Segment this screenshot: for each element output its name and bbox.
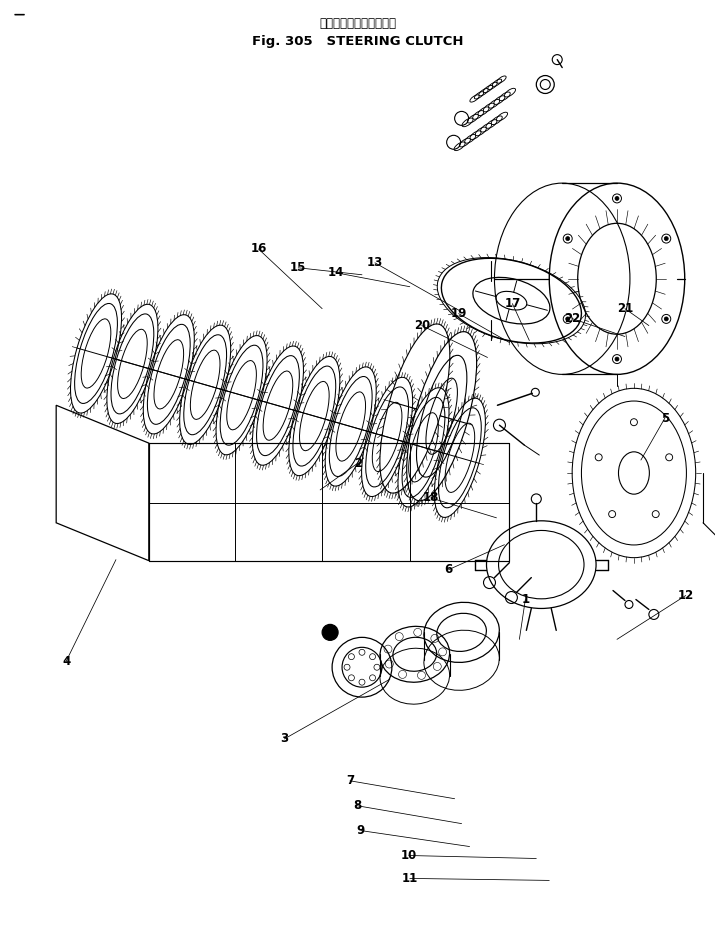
Text: 19: 19 [450, 307, 467, 320]
Text: 17: 17 [504, 297, 521, 310]
Text: 4: 4 [62, 654, 70, 668]
Circle shape [664, 317, 668, 321]
Text: 11: 11 [402, 872, 418, 885]
Text: 20: 20 [414, 319, 430, 332]
Text: —: — [14, 9, 24, 20]
Text: 16: 16 [250, 242, 266, 256]
Text: Fig. 305   STEERING CLUTCH: Fig. 305 STEERING CLUTCH [252, 35, 464, 48]
Text: 15: 15 [290, 261, 306, 274]
Circle shape [322, 624, 338, 640]
Circle shape [566, 317, 570, 321]
Text: 22: 22 [564, 312, 580, 325]
Circle shape [615, 357, 619, 361]
Text: —: — [14, 9, 24, 20]
Text: 3: 3 [280, 733, 289, 746]
Circle shape [664, 237, 668, 240]
Text: 14: 14 [328, 266, 344, 279]
Circle shape [566, 237, 570, 240]
Text: 10: 10 [401, 849, 417, 862]
Text: ステアリング　クラッチ: ステアリング クラッチ [319, 17, 397, 30]
Text: 12: 12 [677, 589, 694, 602]
Text: 13: 13 [367, 256, 383, 270]
Text: 1: 1 [521, 593, 529, 606]
Text: 9: 9 [357, 824, 365, 837]
Text: 2: 2 [354, 456, 362, 470]
Circle shape [615, 196, 619, 201]
Text: 5: 5 [661, 412, 669, 424]
Text: 21: 21 [617, 302, 633, 315]
Text: 8: 8 [353, 800, 361, 812]
Text: 18: 18 [422, 491, 439, 505]
Text: 6: 6 [445, 563, 453, 576]
Text: 7: 7 [346, 774, 354, 787]
